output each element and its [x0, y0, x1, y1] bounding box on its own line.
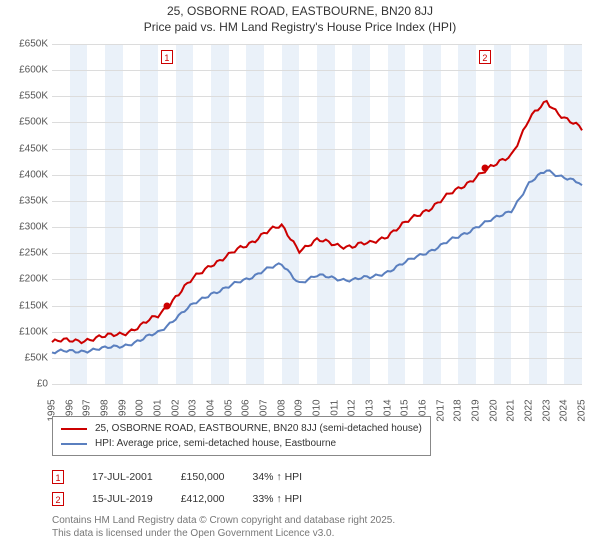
series-line	[52, 170, 582, 353]
y-axis-label: £350K	[0, 195, 48, 206]
x-axis-label: 2025	[577, 396, 588, 426]
copyright-footer: Contains HM Land Registry data © Crown c…	[52, 514, 395, 540]
table-row: 1 17-JUL-2001 £150,000 34% ↑ HPI	[52, 466, 302, 488]
table-row: 2 15-JUL-2019 £412,000 33% ↑ HPI	[52, 488, 302, 510]
sale-marker-dot	[481, 165, 488, 172]
y-axis-label: £150K	[0, 300, 48, 311]
y-axis-label: £0	[0, 379, 48, 390]
y-axis-label: £300K	[0, 222, 48, 233]
y-axis-label: £400K	[0, 169, 48, 180]
y-axis-label: £50K	[0, 352, 48, 363]
x-axis-label: 2023	[541, 396, 552, 426]
chart-container: 25, OSBORNE ROAD, EASTBOURNE, BN20 8JJ P…	[0, 0, 600, 560]
sale-delta: 34% ↑ HPI	[253, 466, 303, 488]
y-axis-label: £500K	[0, 117, 48, 128]
x-axis-label: 2022	[524, 396, 535, 426]
x-axis-label: 2019	[471, 396, 482, 426]
sale-price: £412,000	[181, 488, 225, 510]
legend: 25, OSBORNE ROAD, EASTBOURNE, BN20 8JJ (…	[52, 416, 431, 456]
x-axis-label: 2024	[559, 396, 570, 426]
legend-label: 25, OSBORNE ROAD, EASTBOURNE, BN20 8JJ (…	[95, 421, 422, 436]
sale-marker-dot	[163, 302, 170, 309]
legend-item: 25, OSBORNE ROAD, EASTBOURNE, BN20 8JJ (…	[61, 421, 422, 436]
y-axis-label: £200K	[0, 274, 48, 285]
x-axis-label: 2018	[453, 396, 464, 426]
legend-label: HPI: Average price, semi-detached house,…	[95, 436, 336, 451]
sale-date: 15-JUL-2019	[92, 488, 153, 510]
chart-title: 25, OSBORNE ROAD, EASTBOURNE, BN20 8JJ	[0, 0, 600, 20]
x-axis-label: 2021	[506, 396, 517, 426]
y-axis-label: £550K	[0, 91, 48, 102]
x-axis-label: 2020	[488, 396, 499, 426]
marker-label-box: 1	[52, 470, 64, 484]
legend-item: HPI: Average price, semi-detached house,…	[61, 436, 422, 451]
y-axis-label: £250K	[0, 248, 48, 259]
x-axis-label: 2017	[435, 396, 446, 426]
sale-price: £150,000	[181, 466, 225, 488]
marker-label-box: 2	[52, 492, 64, 506]
y-axis-label: £450K	[0, 143, 48, 154]
footer-line: Contains HM Land Registry data © Crown c…	[52, 514, 395, 527]
legend-swatch	[61, 443, 87, 445]
sale-delta: 33% ↑ HPI	[253, 488, 303, 510]
legend-swatch	[61, 428, 87, 430]
footer-line: This data is licensed under the Open Gov…	[52, 527, 395, 540]
series-line	[52, 101, 582, 343]
y-axis-label: £100K	[0, 326, 48, 337]
y-axis-label: £600K	[0, 65, 48, 76]
sale-points-table: 1 17-JUL-2001 £150,000 34% ↑ HPI 2 15-JU…	[52, 466, 302, 510]
y-axis-label: £650K	[0, 39, 48, 50]
plot-area: £0£50K£100K£150K£200K£250K£300K£350K£400…	[52, 44, 582, 385]
chart-subtitle: Price paid vs. HM Land Registry's House …	[0, 20, 600, 40]
chart-lines	[52, 44, 582, 384]
sale-date: 17-JUL-2001	[92, 466, 153, 488]
sale-marker-flag: 2	[479, 50, 491, 64]
sale-marker-flag: 1	[161, 50, 173, 64]
